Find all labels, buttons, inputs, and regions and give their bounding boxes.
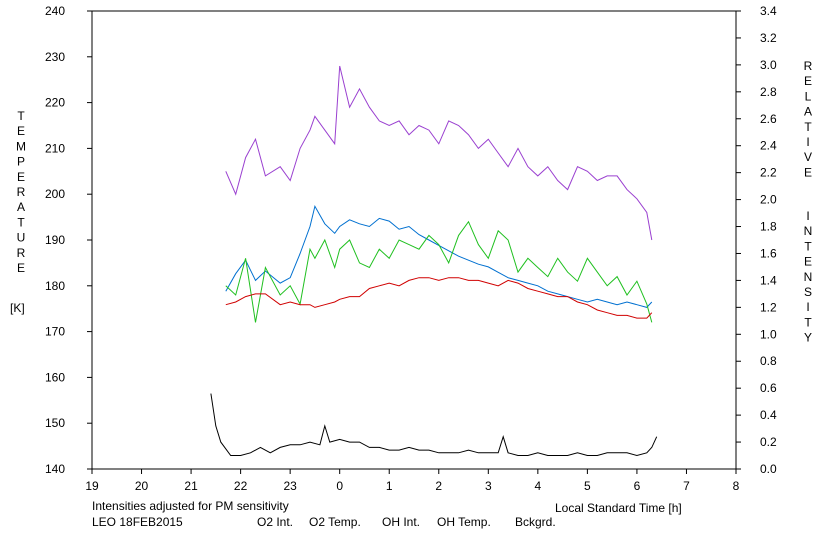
right-title-letter: E bbox=[804, 74, 812, 88]
left-tick-label: 140 bbox=[45, 462, 65, 476]
right-tick-label: 0.2 bbox=[760, 435, 777, 449]
x-tick-label: 21 bbox=[184, 479, 198, 493]
right-tick-label: 2.6 bbox=[760, 112, 777, 126]
left-title-letter: R bbox=[17, 246, 26, 260]
left-title-letter: T bbox=[17, 215, 25, 229]
right-tick-label: 2.0 bbox=[760, 193, 777, 207]
right-title-letter: T bbox=[804, 315, 812, 329]
x-tick-label: 8 bbox=[733, 479, 740, 493]
left-axis: 140 150 160 170 180 190 200 210 220 230 240 bbox=[45, 4, 92, 476]
x-tick-label: 5 bbox=[584, 479, 591, 493]
series-line-ohtemp bbox=[225, 220, 653, 323]
right-title-letter: N bbox=[804, 270, 813, 284]
right-tick-label: 1.6 bbox=[760, 246, 777, 260]
right-title-letter: I bbox=[806, 135, 809, 149]
right-tick-label: 3.2 bbox=[760, 31, 777, 45]
legend: O2 Int. O2 Temp. OH Int. OH Temp. Bckgrd. bbox=[257, 515, 556, 529]
left-title-letter: E bbox=[17, 170, 25, 184]
x-tick-label: 1 bbox=[386, 479, 393, 493]
x-tick-label: 6 bbox=[634, 479, 641, 493]
station-label: LEO 18FEB2015 bbox=[92, 515, 183, 529]
x-tick-label: 23 bbox=[283, 479, 297, 493]
right-title-letter: E bbox=[804, 165, 812, 179]
series-line-o2temp bbox=[225, 65, 653, 241]
sensitivity-note: Intensities adjusted for PM sensitivity bbox=[92, 499, 289, 513]
right-title-letter: T bbox=[804, 239, 812, 253]
left-axis-unit: [K] bbox=[10, 301, 25, 315]
series-line-bck bbox=[210, 393, 658, 457]
x-tick-label: 20 bbox=[135, 479, 149, 493]
right-title-letter: A bbox=[804, 105, 812, 119]
right-title-letter: S bbox=[804, 285, 812, 299]
left-tick-label: 220 bbox=[45, 96, 65, 110]
left-tick-label: 200 bbox=[45, 187, 65, 201]
x-tick-label: 19 bbox=[85, 479, 99, 493]
left-tick-label: 190 bbox=[45, 233, 65, 247]
right-tick-label: 2.8 bbox=[760, 85, 777, 99]
right-tick-label: 1.8 bbox=[760, 220, 777, 234]
left-title-letter: E bbox=[17, 261, 25, 275]
right-tick-label: 0.0 bbox=[760, 462, 777, 476]
left-tick-label: 150 bbox=[45, 416, 65, 430]
right-tick-label: 1.4 bbox=[760, 273, 777, 287]
right-tick-label: 0.6 bbox=[760, 381, 777, 395]
x-tick-label: 0 bbox=[336, 479, 343, 493]
legend-item-o2temp: O2 Temp. bbox=[309, 515, 361, 529]
left-title-letter: A bbox=[17, 200, 25, 214]
left-tick-label: 210 bbox=[45, 141, 65, 155]
x-axis: 19 20 21 22 23 0 1 2 3 4 5 6 7 8 bbox=[85, 469, 740, 493]
right-title-letter: N bbox=[804, 224, 813, 238]
x-tick-label: 4 bbox=[535, 479, 542, 493]
right-title-letter: E bbox=[804, 255, 812, 269]
right-tick-label: 1.0 bbox=[760, 327, 777, 341]
series-line-ohint bbox=[225, 277, 653, 319]
right-title-letter: L bbox=[805, 89, 812, 103]
left-title-letter: E bbox=[17, 124, 25, 138]
plot-area bbox=[91, 10, 737, 470]
left-tick-label: 230 bbox=[45, 50, 65, 64]
left-title-letter: M bbox=[16, 139, 26, 153]
right-title-letter: I bbox=[806, 300, 809, 314]
left-tick-label: 180 bbox=[45, 279, 65, 293]
left-title-letter: U bbox=[17, 231, 26, 245]
left-tick-label: 160 bbox=[45, 370, 65, 384]
right-tick-label: 2.4 bbox=[760, 139, 777, 153]
right-tick-label: 1.2 bbox=[760, 300, 777, 314]
right-title-letter: Y bbox=[804, 331, 812, 345]
x-tick-label: 7 bbox=[683, 479, 690, 493]
legend-item-o2int: O2 Int. bbox=[257, 515, 293, 529]
right-tick-label: 3.4 bbox=[760, 4, 777, 18]
right-title-letter: T bbox=[804, 120, 812, 134]
right-tick-label: 2.2 bbox=[760, 166, 777, 180]
right-tick-label: 3.0 bbox=[760, 58, 777, 72]
left-tick-label: 240 bbox=[45, 4, 65, 18]
legend-item-bck: Bckgrd. bbox=[515, 515, 556, 529]
right-title-letter: I bbox=[806, 209, 809, 223]
x-tick-label: 3 bbox=[485, 479, 492, 493]
left-title-letter: T bbox=[17, 109, 25, 123]
left-tick-label: 170 bbox=[45, 325, 65, 339]
legend-item-ohtemp: OH Temp. bbox=[437, 515, 491, 529]
x-axis-label: Local Standard Time [h] bbox=[555, 501, 682, 515]
right-tick-label: 0.4 bbox=[760, 408, 777, 422]
right-tick-label: 0.8 bbox=[760, 354, 777, 368]
x-tick-label: 2 bbox=[435, 479, 442, 493]
legend-item-ohint: OH Int. bbox=[382, 515, 420, 529]
right-title-letter: R bbox=[804, 59, 813, 73]
right-axis: 0.0 0.2 0.4 0.6 0.8 1.0 1.2 1.4 1.6 1.8 2.0 2.2 2.4 2… bbox=[736, 4, 777, 476]
left-title-letter: P bbox=[17, 155, 25, 169]
x-tick-label: 22 bbox=[234, 479, 248, 493]
series-layer bbox=[210, 65, 658, 457]
right-title-letter: V bbox=[804, 150, 812, 164]
left-title-letter: R bbox=[17, 185, 26, 199]
